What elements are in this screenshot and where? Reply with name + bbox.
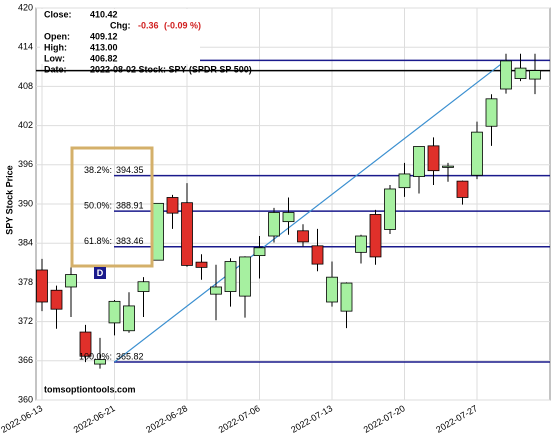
info-value: 413.00 [90, 42, 118, 52]
y-tick-label: 408 [18, 81, 33, 91]
candle-body [471, 131, 483, 176]
candle-body [297, 230, 309, 243]
y-tick-label: 378 [18, 277, 33, 287]
candle-body [500, 60, 512, 90]
y-tick-label: 420 [18, 2, 33, 12]
fib-label: 61.8%: [84, 236, 112, 246]
candle-body [456, 180, 469, 198]
x-tick-label: 2022-06-13 [0, 403, 44, 434]
y-tick-label: 414 [18, 42, 33, 52]
candle-body [442, 165, 454, 168]
fib-value: 394.35 [116, 165, 144, 175]
info-label: Low: [44, 53, 65, 63]
candle-body [94, 359, 106, 365]
fib-value: 365.82 [116, 351, 144, 361]
info-label: Open: [44, 31, 70, 41]
y-tick-label: 390 [18, 198, 33, 208]
candle-body [398, 173, 411, 189]
y-tick-label: 366 [18, 355, 33, 365]
candle-body [152, 202, 164, 261]
fib-value: 383.46 [116, 236, 144, 246]
info-box [40, 9, 200, 64]
info-value: 406.82 [90, 53, 118, 63]
candle-body [108, 300, 121, 324]
candle-body [65, 274, 77, 288]
y-tick-label: 360 [18, 394, 33, 404]
x-tick-label: 2022-07-20 [362, 403, 407, 434]
watermark: tomsoptiontools.com [44, 384, 136, 394]
y-tick-label: 384 [18, 238, 33, 248]
candle-body [79, 331, 92, 357]
candle-body [340, 282, 353, 312]
candle-body [239, 256, 251, 297]
candle-body [181, 202, 193, 266]
y-tick-label: 402 [18, 120, 33, 130]
candle-body [210, 286, 222, 295]
info-label: Date: [44, 64, 67, 74]
x-tick-label: 2022-06-21 [72, 403, 117, 434]
info-label: High: [44, 42, 67, 52]
candle-body [36, 269, 48, 303]
candle-body [268, 212, 280, 237]
x-tick-label: 2022-07-13 [289, 403, 334, 434]
info-label: Chg: [110, 20, 131, 30]
info-value: -0.36 [138, 20, 159, 30]
candle-body [50, 289, 63, 310]
fib-label: 100.0%: [79, 351, 112, 361]
marker-label: D [97, 268, 104, 278]
info-value: 2022-08-02 Stock: SPY (SPDR SP 500) [90, 64, 252, 74]
x-tick-label: 2022-07-27 [434, 403, 479, 434]
candle-body [529, 70, 541, 80]
fib-value: 388.91 [116, 200, 144, 210]
info-label: Close: [44, 9, 72, 19]
candle-body [427, 145, 440, 172]
candle-body [485, 98, 498, 127]
y-axis-title: SPY Stock Price [4, 165, 14, 234]
candle-body [369, 214, 382, 258]
candle-body [326, 276, 338, 303]
x-tick-label: 2022-07-06 [217, 403, 262, 434]
x-tick-label: 2022-06-28 [144, 403, 189, 434]
info-extra: (-0.09 %) [164, 20, 201, 30]
candle-body [413, 146, 425, 177]
fib-label: 38.2%: [84, 165, 112, 175]
candle-body [137, 281, 150, 292]
candle-body [224, 261, 237, 292]
marker-box [94, 267, 106, 279]
candle-body [195, 261, 208, 268]
info-value: 409.12 [90, 31, 118, 41]
candle-body [253, 247, 266, 257]
info-value: 410.42 [90, 9, 118, 19]
candle-body [311, 245, 324, 265]
trendline [114, 59, 507, 363]
candle-body [355, 235, 367, 253]
y-tick-label: 396 [18, 159, 33, 169]
y-tick-label: 372 [18, 316, 33, 326]
candle-body [166, 197, 179, 214]
candle-body [123, 305, 135, 332]
candle-body [384, 188, 396, 230]
highlight-box [70, 146, 154, 268]
candle-body [514, 67, 527, 79]
fib-label: 50.0%: [84, 200, 112, 210]
candle-body [282, 212, 295, 223]
